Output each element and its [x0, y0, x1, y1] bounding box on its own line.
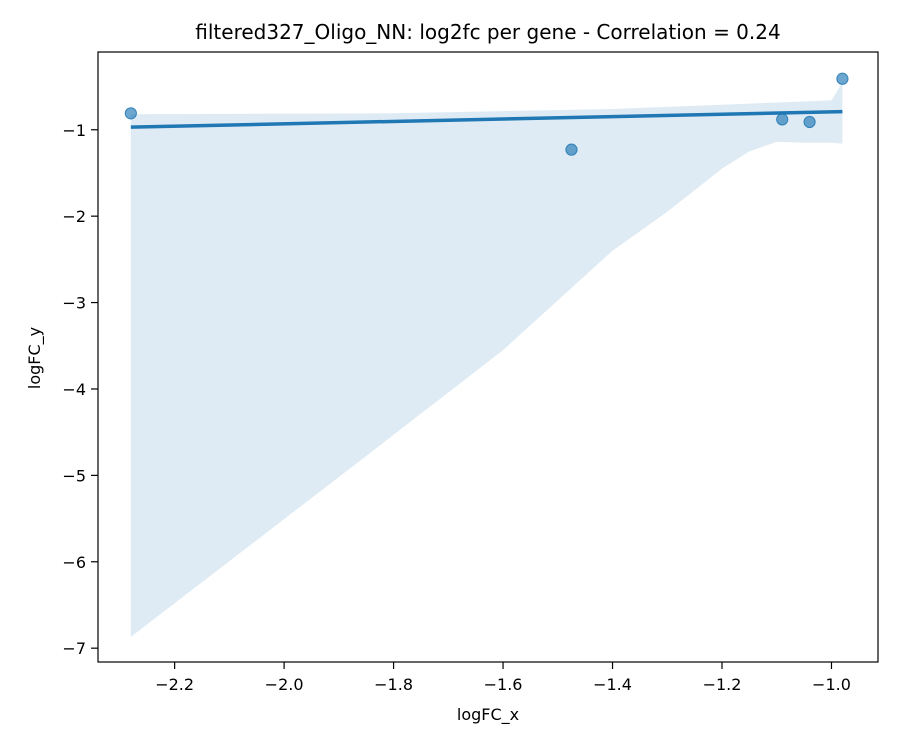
data-point: [124, 107, 137, 120]
y-tick-label: −5: [62, 466, 86, 485]
regression-line: [130, 109, 843, 129]
y-tick-label: −6: [62, 553, 86, 572]
x-tick-label: −1.0: [812, 675, 851, 694]
confidence-band: [130, 82, 843, 637]
x-tick-label: −1.4: [593, 675, 632, 694]
x-tick-label: −2.2: [155, 675, 194, 694]
data-point: [776, 113, 789, 126]
y-tick-label: −4: [62, 380, 86, 399]
data-point: [803, 115, 816, 129]
axes-frame: [97, 51, 879, 663]
x-tick-label: −1.8: [374, 675, 413, 694]
y-tick-label: −7: [62, 639, 86, 658]
x-axis-label: logFC_x: [457, 705, 519, 725]
data-point: [565, 143, 578, 156]
y-tick-label: −2: [62, 207, 86, 226]
data-point: [836, 72, 849, 85]
plot-area: −2.2 −2.0 −1.8 −1.6 −1.4 −1.2 −1.0 −7 −6 −5 −4 −3 −2…: [62, 51, 879, 694]
y-axis-label: logFC_y: [25, 327, 45, 389]
x-tick-label: −2.0: [265, 675, 304, 694]
y-tick-label: −3: [62, 294, 86, 313]
x-tick-label: −1.2: [703, 675, 742, 694]
chart-title: filtered327_Oligo_NN: log2fc per gene - …: [195, 20, 780, 44]
y-tick-label: −1: [62, 121, 86, 140]
x-tick-label: −1.6: [484, 675, 523, 694]
